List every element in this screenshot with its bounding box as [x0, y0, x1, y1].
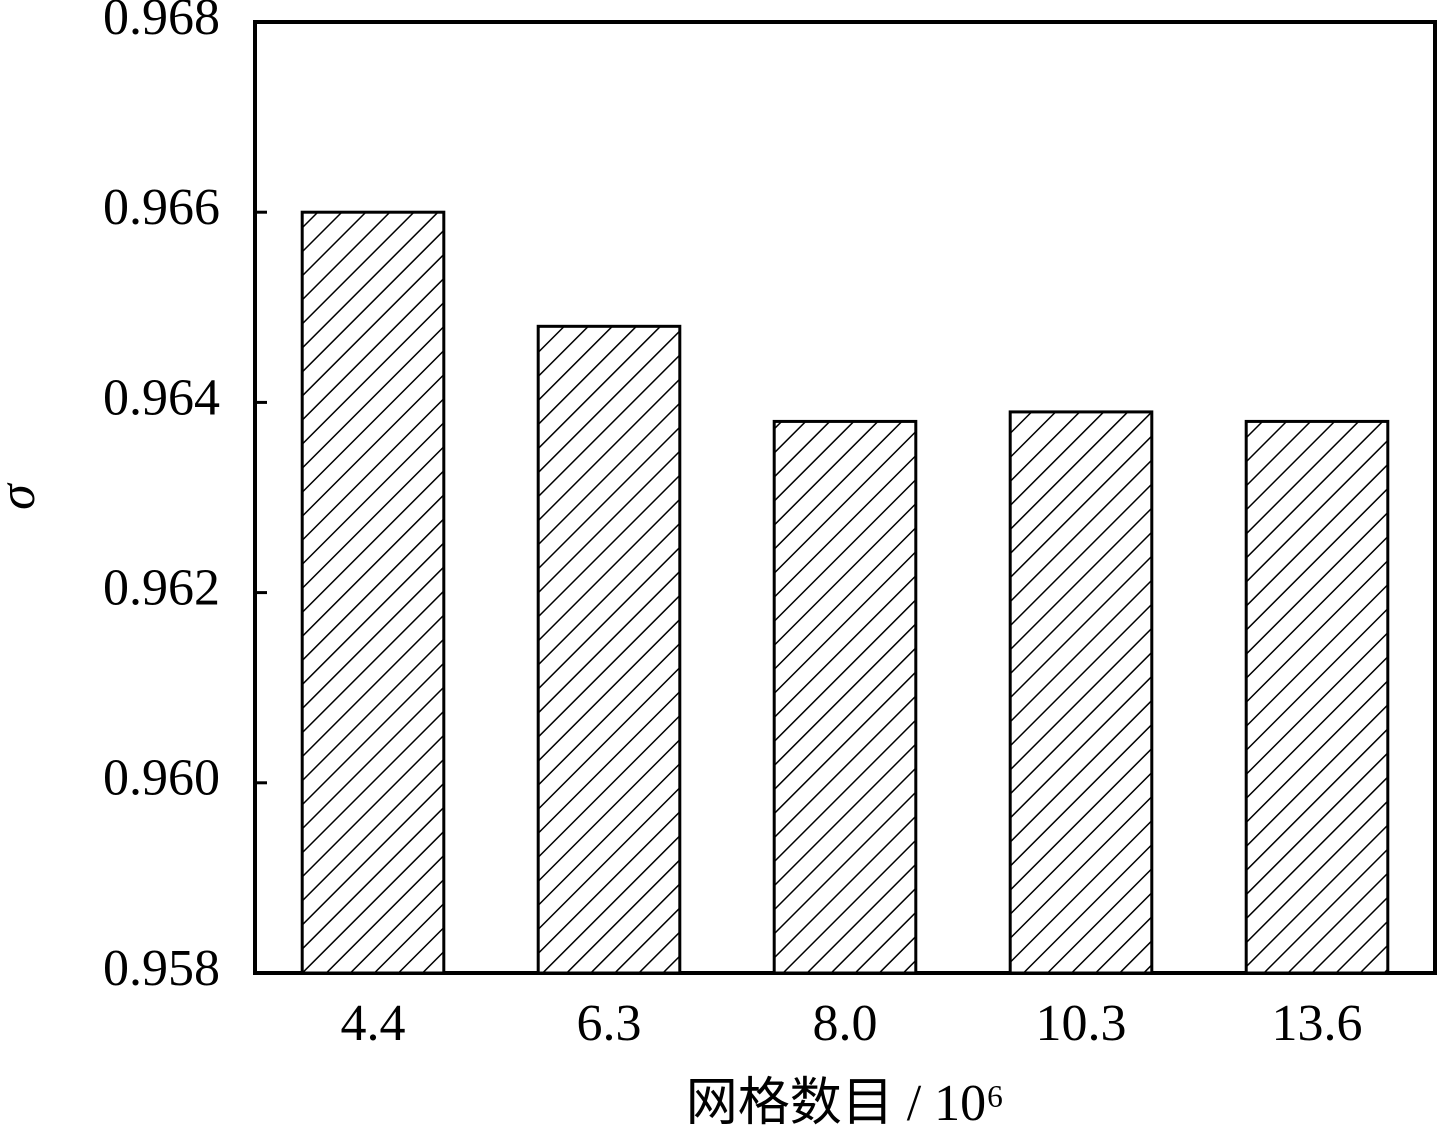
y-tick-label: 0.968 [103, 0, 220, 46]
x-tick-label: 8.0 [813, 995, 878, 1052]
y-tick-label: 0.962 [103, 560, 220, 617]
x-tick-label: 4.4 [341, 995, 406, 1052]
y-tick-label: 0.958 [103, 940, 220, 997]
y-tick-label: 0.966 [103, 179, 220, 236]
y-axis-label: σ [0, 482, 46, 510]
x-axis-label: 网格数目 / 10⁶ [686, 1075, 1005, 1132]
x-tick-label: 6.3 [577, 995, 642, 1052]
bar [1008, 410, 1154, 975]
bar [1244, 419, 1390, 975]
x-tick-label: 10.3 [1036, 995, 1127, 1052]
x-tick-label: 13.6 [1272, 995, 1363, 1052]
y-tick-label: 0.960 [103, 750, 220, 807]
bar [536, 324, 682, 975]
bar [772, 419, 918, 975]
bar [300, 210, 446, 975]
y-tick-label: 0.964 [103, 369, 220, 426]
